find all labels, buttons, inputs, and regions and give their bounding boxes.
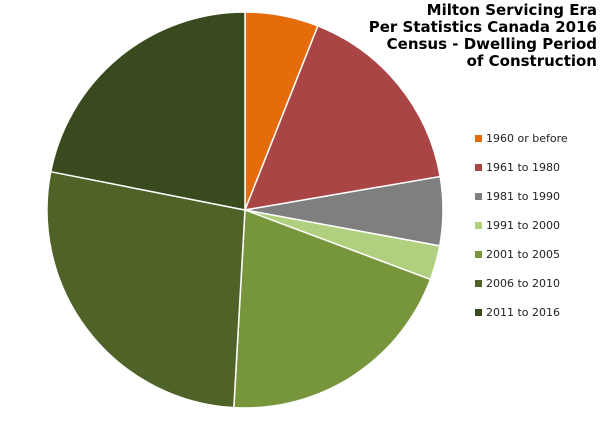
legend-label: 1960 or before bbox=[486, 132, 568, 145]
chart-title-line-3: Census - Dwelling Period bbox=[386, 35, 597, 53]
legend-swatch bbox=[475, 309, 482, 316]
pie-slice bbox=[49, 11, 246, 211]
pie-slice bbox=[244, 25, 441, 211]
legend-item: 1960 or before bbox=[475, 124, 595, 153]
legend-item: 1961 to 1980 bbox=[475, 153, 595, 182]
legend-swatch bbox=[475, 193, 482, 200]
legend-swatch bbox=[475, 251, 482, 258]
legend-item: 2011 to 2016 bbox=[475, 298, 595, 327]
pie-slice bbox=[46, 170, 246, 409]
chart-title-line-1: Milton Servicing Era bbox=[426, 1, 597, 19]
pie-slice bbox=[233, 209, 432, 409]
chart-legend: 1960 or before 1961 to 1980 1981 to 1990… bbox=[475, 124, 595, 327]
chart-title-line-2: Per Statistics Canada 2016 bbox=[368, 18, 597, 36]
legend-swatch bbox=[475, 280, 482, 287]
legend-label: 2001 to 2005 bbox=[486, 248, 561, 261]
legend-label: 1991 to 2000 bbox=[486, 219, 561, 232]
legend-item: 1991 to 2000 bbox=[475, 211, 595, 240]
chart-title-line-4: of Construction bbox=[466, 52, 597, 70]
legend-swatch bbox=[475, 135, 482, 142]
legend-label: 1961 to 1980 bbox=[486, 161, 561, 174]
legend-item: 1981 to 1990 bbox=[475, 182, 595, 211]
legend-item: 2006 to 2010 bbox=[475, 269, 595, 298]
legend-swatch bbox=[475, 222, 482, 229]
legend-label: 2011 to 2016 bbox=[486, 306, 561, 319]
legend-item: 2001 to 2005 bbox=[475, 240, 595, 269]
legend-label: 2006 to 2010 bbox=[486, 277, 561, 290]
chart-title: Milton Servicing Era Per Statistics Cana… bbox=[367, 2, 597, 70]
legend-label: 1981 to 1990 bbox=[486, 190, 561, 203]
legend-swatch bbox=[475, 164, 482, 171]
